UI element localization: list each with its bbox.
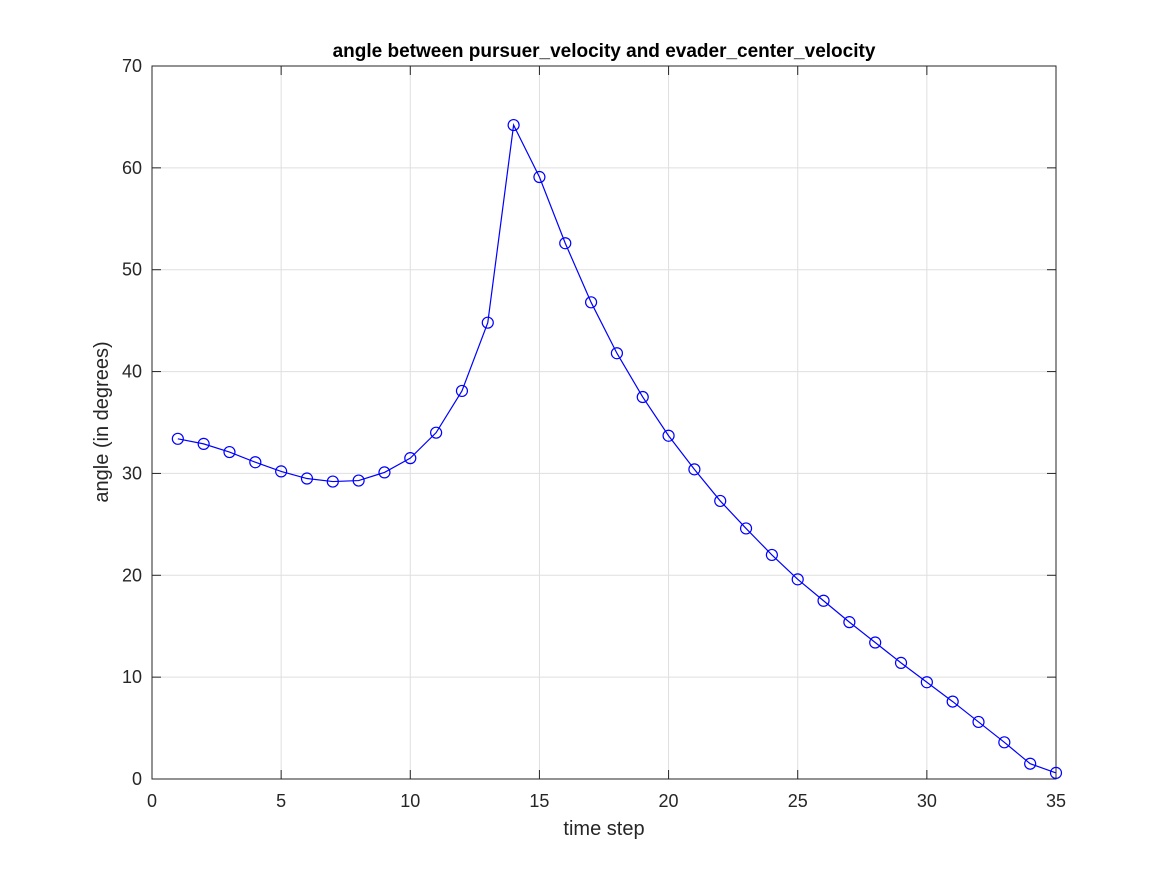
- data-point: [1024, 757, 1037, 770]
- data-point: [481, 316, 494, 329]
- y-tick-label: 50: [122, 260, 142, 280]
- data-point: [352, 474, 365, 487]
- x-tick-label: 25: [788, 791, 808, 811]
- data-point: [636, 390, 649, 404]
- x-tick-label: 20: [659, 791, 679, 811]
- data-point: [714, 494, 727, 508]
- data-point: [378, 466, 391, 479]
- y-tick-label: 60: [122, 158, 142, 178]
- data-point: [972, 715, 985, 729]
- data-point: [843, 616, 856, 629]
- x-tick-label: 5: [276, 791, 286, 811]
- data-point: [817, 594, 830, 607]
- x-tick-label: 10: [400, 791, 420, 811]
- y-tick-label: 70: [122, 56, 142, 76]
- data-point: [946, 695, 959, 708]
- data-point: [791, 573, 804, 586]
- series: [171, 118, 1063, 779]
- data-point: [894, 656, 908, 669]
- x-tick-label: 30: [917, 791, 937, 811]
- data-point: [610, 347, 624, 360]
- data-point: [171, 432, 184, 445]
- grid: [152, 66, 1056, 779]
- data-point: [765, 548, 778, 562]
- data-point: [197, 437, 210, 450]
- y-tick-label: 0: [132, 769, 142, 789]
- axes-box: [151, 65, 1057, 780]
- x-tick-label: 35: [1046, 791, 1066, 811]
- data-point: [584, 296, 598, 309]
- y-tick-label: 40: [122, 362, 142, 382]
- y-tick-label: 30: [122, 463, 142, 483]
- data-point: [533, 170, 546, 184]
- data-point: [326, 475, 339, 488]
- chart-title: angle between pursuer_velocity and evade…: [333, 41, 876, 62]
- x-axis-label: time step: [563, 818, 644, 840]
- data-point: [507, 118, 520, 132]
- data-point: [455, 384, 469, 398]
- series-line: [177, 123, 1057, 774]
- data-point: [998, 736, 1011, 749]
- x-tick-label: 0: [147, 791, 157, 811]
- data-point: [249, 456, 262, 469]
- data-point: [688, 463, 701, 476]
- y-tick-label: 10: [122, 667, 142, 687]
- data-point: [300, 472, 314, 485]
- data-point: [920, 676, 933, 689]
- data-point: [1049, 766, 1063, 779]
- data-point: [223, 445, 236, 459]
- data-point: [662, 429, 675, 442]
- axes: 0 5 10 15 20 25 30 35 0 10 20 30 40 50 60 70: [122, 56, 1066, 811]
- y-axis-label: angle (in degrees): [91, 341, 113, 502]
- data-point: [559, 237, 572, 250]
- y-tick-label: 20: [122, 565, 142, 585]
- plot-area: [152, 66, 1056, 779]
- data-point: [404, 452, 417, 465]
- x-tick-label: 15: [529, 791, 549, 811]
- data-point: [275, 465, 288, 478]
- data-point: [869, 636, 882, 649]
- data-point: [430, 426, 443, 439]
- data-point: [739, 522, 753, 535]
